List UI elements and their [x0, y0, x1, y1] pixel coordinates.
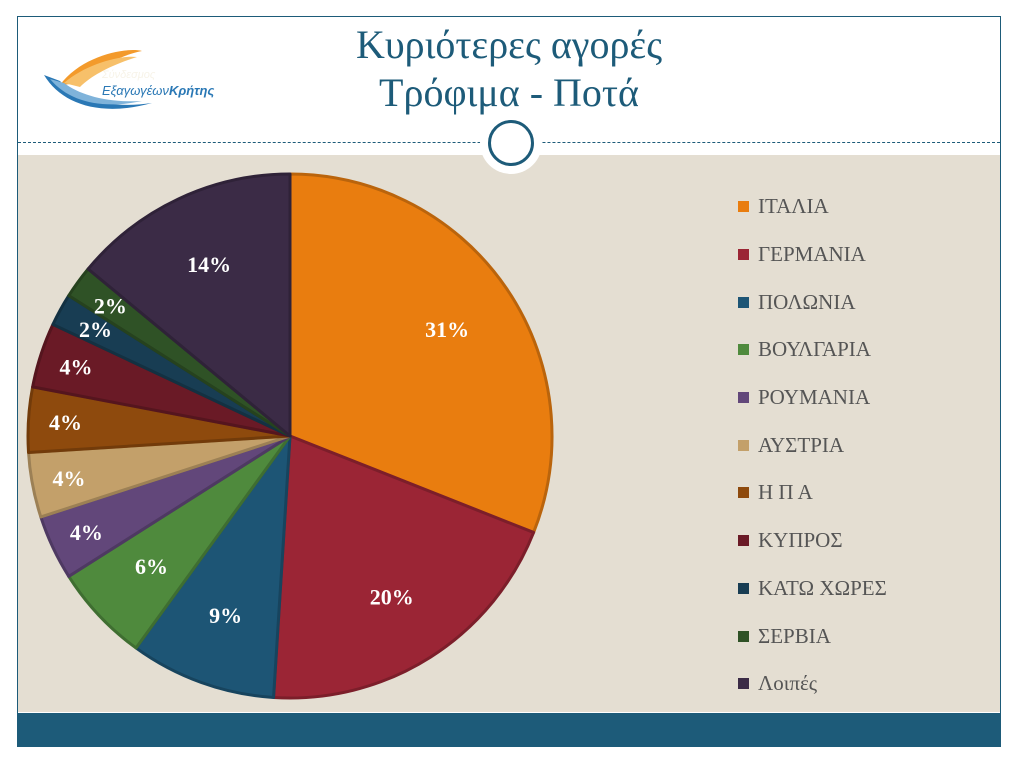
legend-label-4: ΡΟΥΜΑΝΙΑ: [758, 385, 871, 410]
legend-item-1: ΓΕΡΜΑΝΙΑ: [738, 231, 998, 279]
chart-area: 31% 20% 9% 6% 4% 4% 4% 4% 2% 2% 14% ΙΤΑΛΙΑ ΓΕΡΜΑΝΙΑ…: [18, 155, 1000, 712]
logo-line2a: Εξαγωγέων: [102, 83, 169, 98]
legend-swatch-3: [738, 344, 749, 356]
legend-item-0: ΙΤΑΛΙΑ: [738, 183, 998, 231]
pie-slice-label-2: 9%: [209, 603, 242, 628]
legend-label-3: ΒΟΥΛΓΑΡΙΑ: [758, 337, 871, 362]
legend-swatch-9: [738, 630, 749, 642]
pie-slice-10: [86, 172, 292, 438]
legend-label-0: ΙΤΑΛΙΑ: [758, 194, 829, 219]
pie-slice-label-0: 31%: [425, 317, 469, 342]
legend-swatch-10: [738, 678, 749, 690]
legend-label-8: ΚΑΤΩ ΧΩΡΕΣ: [758, 575, 887, 600]
legend-item-5: ΑΥΣΤΡΙΑ: [738, 421, 998, 469]
pie-slice-label-7: 4%: [60, 354, 93, 379]
pie-slice-label-8: 2%: [79, 317, 112, 342]
pie-slice-label-1: 20%: [370, 584, 414, 609]
legend-swatch-6: [738, 487, 749, 499]
logo-swoosh-icon: [44, 50, 152, 109]
chart-legend: ΙΤΑΛΙΑ ΓΕΡΜΑΝΙΑ ΠΟΛΩΝΙΑ ΒΟΥΛΓΑΡΙΑ ΡΟΥΜΑΝΙΑ ΑΥ…: [738, 183, 998, 708]
legend-label-6: Η Π Α: [758, 480, 813, 505]
legend-swatch-0: [738, 201, 749, 213]
circle-badge-ring: [488, 120, 534, 166]
logo: Σύνδεσμος ΕξαγωγέωνΚρήτης: [42, 45, 222, 115]
legend-swatch-4: [738, 392, 749, 404]
legend-item-3: ΒΟΥΛΓΑΡΙΑ: [738, 326, 998, 374]
legend-swatch-5: [738, 439, 749, 451]
pie-slice-label-9: 2%: [94, 294, 127, 319]
legend-label-10: Λοιπές: [758, 671, 818, 696]
footer-bar: [18, 713, 1000, 746]
logo-line2: ΕξαγωγέωνΚρήτης: [102, 83, 214, 98]
pie-slice-label-4: 4%: [70, 520, 103, 545]
legend-item-2: ΠΟΛΩΝΙΑ: [738, 278, 998, 326]
pie-slice-label-3: 6%: [135, 554, 168, 579]
legend-label-2: ΠΟΛΩΝΙΑ: [758, 289, 856, 314]
pie-slice-1: [272, 434, 536, 700]
pie-slice-label-6: 4%: [49, 410, 82, 435]
legend-swatch-2: [738, 296, 749, 308]
page-title-line1: Κυριότερες αγορές: [355, 22, 663, 67]
circle-badge: [480, 112, 542, 174]
page-title-line2: Τρόφιμα - Ποτά: [379, 70, 639, 115]
legend-item-6: Η Π Α: [738, 469, 998, 517]
pie-slice-label-5: 4%: [52, 466, 85, 491]
logo-line1: Σύνδεσμος: [102, 69, 156, 81]
legend-item-10: Λοιπές: [738, 660, 998, 708]
legend-swatch-8: [738, 582, 749, 594]
pie-chart: 31% 20% 9% 6% 4% 4% 4% 4% 2%2% 14%: [26, 172, 554, 700]
legend-label-1: ΓΕΡΜΑΝΙΑ: [758, 242, 866, 267]
legend-label-7: ΚΥΠΡΟΣ: [758, 528, 843, 553]
legend-item-9: ΣΕΡΒΙΑ: [738, 612, 998, 660]
legend-item-4: ΡΟΥΜΑΝΙΑ: [738, 374, 998, 422]
pie-slice-label-10: 14%: [187, 252, 231, 277]
logo-line2b: Κρήτης: [168, 83, 215, 98]
slide-frame: Σύνδεσμος ΕξαγωγέωνΚρήτης Κυριότερες αγο…: [17, 16, 1001, 747]
legend-label-5: ΑΥΣΤΡΙΑ: [758, 432, 845, 457]
pie-slice-2: [134, 434, 292, 699]
legend-item-8: ΚΑΤΩ ΧΩΡΕΣ: [738, 565, 998, 613]
legend-item-7: ΚΥΠΡΟΣ: [738, 517, 998, 565]
legend-label-9: ΣΕΡΒΙΑ: [758, 623, 831, 648]
pie-slice-0: [288, 172, 554, 534]
legend-swatch-7: [738, 535, 749, 547]
legend-swatch-1: [738, 249, 749, 261]
